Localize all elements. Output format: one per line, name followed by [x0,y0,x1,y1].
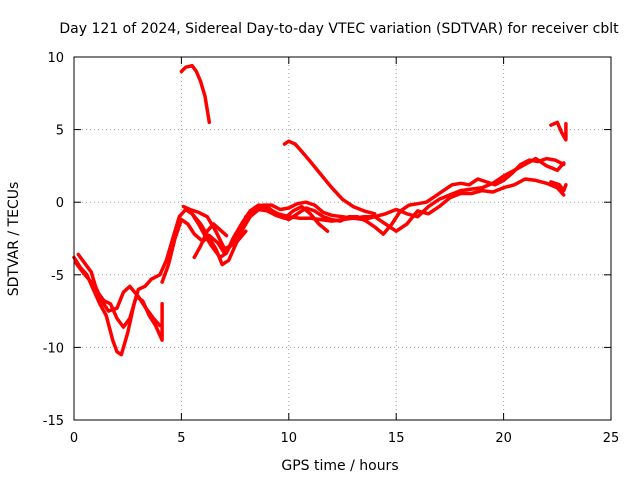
series-line-trace-a [72,156,566,357]
x-tick-label: 15 [388,431,405,446]
series-line-trace-i [282,139,377,216]
series-line-trace-h [179,63,212,125]
x-tick-label: 20 [495,431,512,446]
series-line-trace-b [74,261,164,342]
y-tick-label: 5 [56,124,64,139]
x-tick-label: 5 [177,431,185,446]
series-line-trace-k [549,120,568,142]
y-tick-label: 10 [47,51,64,66]
series-line-trace-j [244,177,566,233]
series-line-trace-g [192,222,229,260]
x-tick-label: 10 [281,431,298,446]
series-line-trace-e [190,204,330,267]
y-axis-label: SDTVAR / TECUs [6,182,22,297]
x-tick-label: 0 [70,431,78,446]
x-axis-label: GPS time / hours [281,458,398,474]
x-tick-label: 25 [603,431,620,446]
axis-ticks: 0 5 10 15 20 25 -15 -10 -5 0 5 10 [43,51,620,446]
series-line-trace-l [549,180,568,193]
y-tick-label: -15 [43,414,64,429]
chart-title: Day 121 of 2024, Sidereal Day-to-day VTE… [59,21,619,37]
y-tick-label: -5 [51,269,64,284]
y-tick-label: -10 [43,341,64,356]
plot-frame [73,56,612,421]
series-group [72,63,568,357]
grid-lines [74,57,611,420]
series-line-trace-c [76,252,162,328]
y-tick-label: 0 [56,196,64,211]
